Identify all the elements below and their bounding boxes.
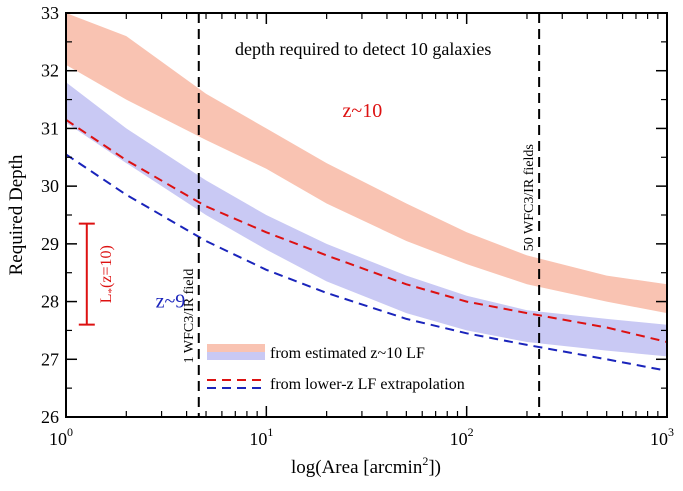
- y-tick-label: 32: [41, 61, 59, 81]
- vline-label-1: 1 WFC3/IR field: [182, 269, 197, 364]
- lstar-bar: L*(z=10): [78, 222, 118, 326]
- legend-band-label: from estimated z~10 LF: [270, 345, 425, 362]
- lstar-label-rest: (z=10): [98, 245, 115, 288]
- x-tick-exp: 0: [67, 425, 73, 439]
- x-tick-base: 10: [650, 429, 668, 449]
- x-tick-label: 103: [650, 425, 674, 449]
- legend-swatch-z9-band: [207, 352, 265, 360]
- y-tick-label: 33: [41, 3, 59, 23]
- y-tick-label: 28: [41, 292, 59, 312]
- x-tick-label: 102: [450, 425, 474, 449]
- lstar-label: L*(z=10): [98, 245, 118, 303]
- x-tick-base: 10: [450, 429, 468, 449]
- x-axis-label-main: log(Area [arcmin: [291, 457, 423, 478]
- annotation-z9: z~9: [156, 290, 186, 312]
- bands-layer: [66, 13, 667, 357]
- x-axis-label: log(Area [arcmin2]): [291, 454, 441, 478]
- lstar-label-sub: *: [106, 288, 118, 294]
- dashed-line-z10: [66, 118, 667, 343]
- y-tick-label: 29: [41, 234, 59, 254]
- y-tick-label: 30: [41, 176, 59, 196]
- lstar-label-main: L: [98, 293, 115, 303]
- x-tick-label: 100: [49, 425, 73, 449]
- y-tick-label: 31: [41, 118, 59, 138]
- legend: from estimated z~10 LF from lower-z LF e…: [207, 344, 465, 393]
- x-tick-label: 101: [249, 425, 273, 449]
- vlines-layer: 1 WFC3/IR field 50 WFC3/IR fields: [182, 13, 541, 417]
- lines-layer: [66, 118, 667, 372]
- annotation-z10: z~10: [343, 100, 383, 122]
- band-z10: [66, 13, 667, 314]
- annotations-layer: z~10 z~9: [156, 100, 383, 312]
- vline-label-2: 50 WFC3/IR fields: [522, 144, 537, 251]
- legend-swatch-z10-band: [207, 344, 265, 352]
- band-z9: [66, 82, 667, 357]
- y-tick-label: 27: [41, 349, 59, 369]
- legend-dashed-label: from lower-z LF extrapolation: [270, 376, 465, 393]
- x-tick-exp: 3: [668, 425, 674, 439]
- lstar-bar-shape: [78, 222, 95, 326]
- legend-dash-swatch: [207, 379, 265, 389]
- legend-band-swatch: [207, 344, 265, 360]
- x-tick-base: 10: [249, 429, 267, 449]
- x-tick-base: 10: [49, 429, 67, 449]
- chart-title: depth required to detect 10 galaxies: [235, 39, 491, 59]
- x-axis-label-sup: 2: [422, 454, 428, 468]
- y-tick-label: 26: [41, 407, 59, 427]
- dashed-line-z9: [66, 153, 667, 372]
- x-axis-label-end: ]): [428, 457, 441, 478]
- x-tick-exp: 1: [267, 425, 273, 439]
- y-axis-label: Required Depth: [6, 154, 27, 275]
- x-tick-exp: 2: [468, 425, 474, 439]
